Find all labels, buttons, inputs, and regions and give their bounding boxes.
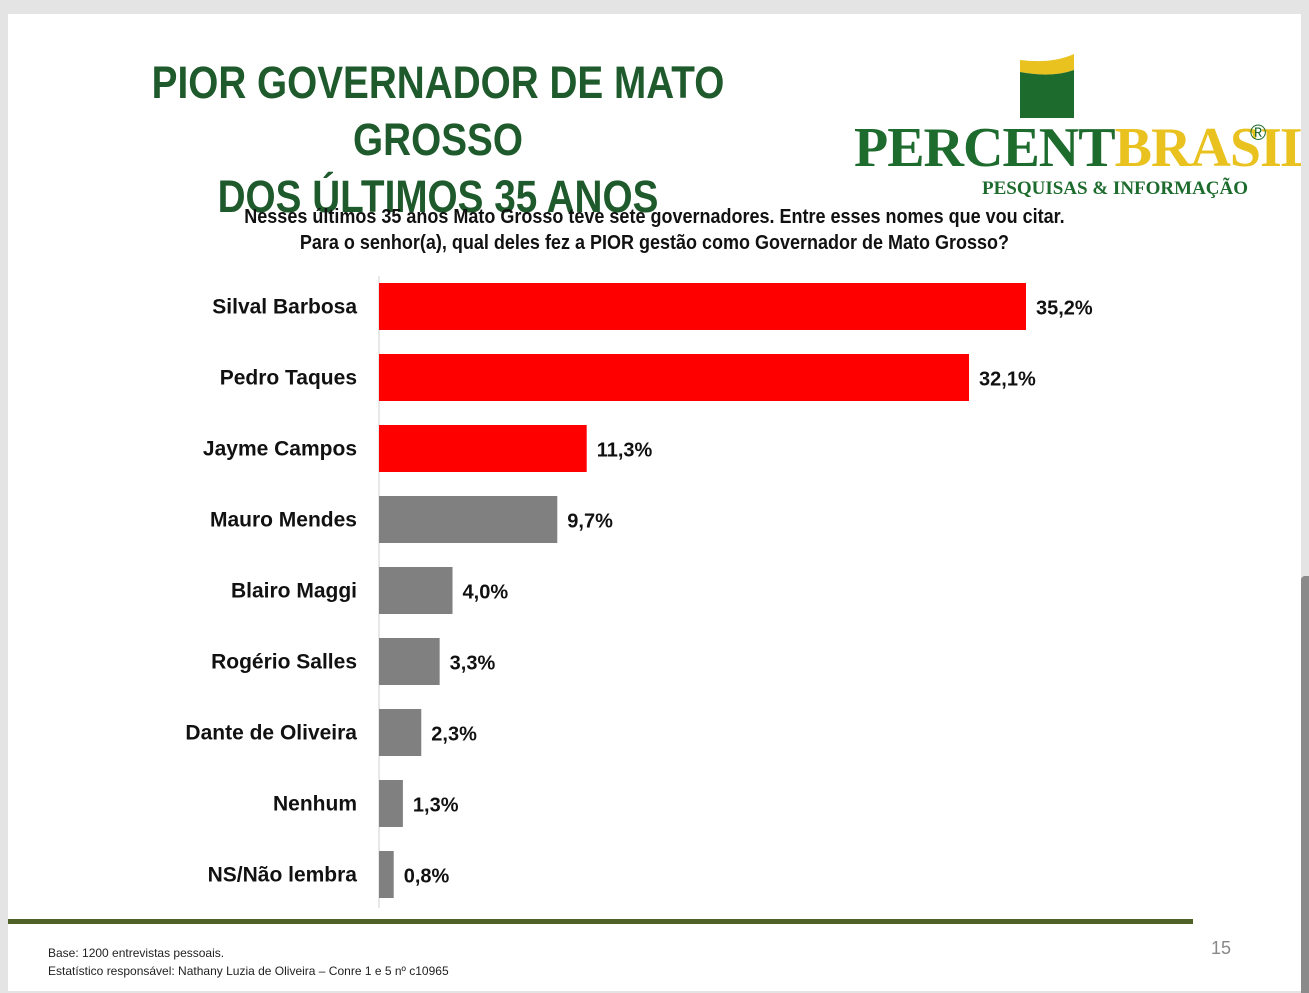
- page-number: 15: [1211, 938, 1232, 958]
- title-line-1: PIOR GOVERNADOR DE MATO GROSSO: [151, 57, 725, 165]
- logo-wordmark: PERCENTBRASIL: [854, 118, 1301, 178]
- category-label: Pedro Taques: [220, 367, 357, 390]
- footer-base: Base: 1200 entrevistas pessoais.: [48, 946, 225, 960]
- logo-subtitle: PESQUISAS & INFORMAÇÃO: [982, 178, 1249, 199]
- bar-chart: Silval Barbosa 35,2% Pedro Taques 32,1% Jaym…: [185, 276, 1093, 908]
- bar: [379, 851, 394, 898]
- data-label: 35,2%: [1036, 298, 1093, 320]
- data-label: 3,3%: [450, 653, 496, 675]
- bar: [379, 638, 440, 685]
- data-label: 0,8%: [404, 866, 450, 888]
- data-label: 1,3%: [413, 795, 459, 817]
- registered-mark: ®: [1250, 120, 1267, 145]
- logo-word-brasil: BRASIL: [1114, 117, 1301, 179]
- category-label: Mauro Mendes: [210, 509, 357, 532]
- scrollbar[interactable]: [1301, 576, 1309, 993]
- category-label: Silval Barbosa: [212, 296, 357, 319]
- category-label: NS/Não lembra: [208, 864, 358, 887]
- category-label: Rogério Salles: [211, 651, 357, 674]
- title-line-2: DOS ÚLTIMOS 35 ANOS: [217, 171, 659, 222]
- data-label: 2,3%: [431, 724, 477, 746]
- category-label: Dante de Oliveira: [185, 722, 357, 745]
- data-label: 11,3%: [597, 440, 653, 462]
- question-line-1: Nesses últimos 35 anos Mato Grosso teve …: [244, 206, 1065, 228]
- logo-flag-icon: [1020, 54, 1074, 118]
- bar: [379, 709, 422, 756]
- bar: [379, 425, 587, 472]
- bar: [379, 567, 453, 614]
- category-label: Blairo Maggi: [231, 580, 357, 603]
- footer-statistician: Estatístico responsável: Nathany Luzia d…: [48, 964, 449, 978]
- slide: PIOR GOVERNADOR DE MATO GROSSO DOS ÚLTIM…: [8, 14, 1301, 991]
- survey-question: Nesses últimos 35 anos Mato Grosso teve …: [73, 204, 1237, 256]
- logo-word-percent: PERCENT: [854, 117, 1116, 179]
- data-label: 32,1%: [979, 369, 1036, 391]
- footer-divider: [8, 919, 1193, 924]
- bar: [379, 354, 970, 401]
- bar: [379, 780, 403, 827]
- bar: [379, 283, 1026, 330]
- footer-notes: Base: 1200 entrevistas pessoais. Estatís…: [48, 944, 449, 980]
- category-label: Nenhum: [273, 793, 357, 816]
- percentbrasil-logo: PERCENTBRASIL ® PESQUISAS & INFORMAÇÃO: [854, 46, 1301, 206]
- bar: [379, 496, 558, 543]
- category-label: Jayme Campos: [203, 438, 357, 461]
- data-label: 4,0%: [463, 582, 509, 604]
- data-label: 9,7%: [567, 511, 613, 533]
- chart-title: PIOR GOVERNADOR DE MATO GROSSO DOS ÚLTIM…: [68, 54, 808, 225]
- question-line-2: Para o senhor(a), qual deles fez a PIOR …: [299, 232, 1010, 254]
